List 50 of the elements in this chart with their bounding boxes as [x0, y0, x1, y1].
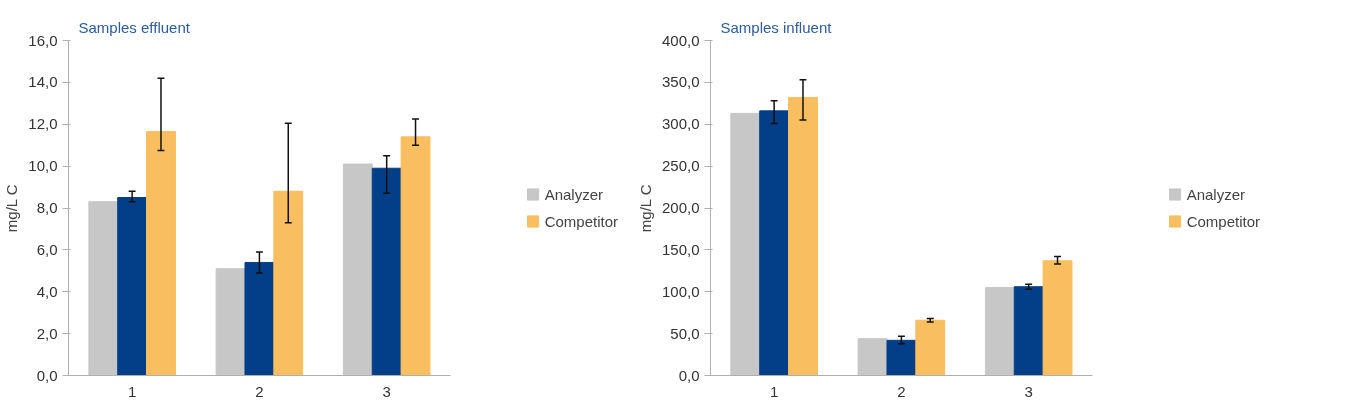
- y-tick-label: 300,0: [661, 115, 700, 133]
- y-tick-label: 400,0: [661, 31, 700, 49]
- chart-title: Samples effluent: [78, 18, 191, 36]
- y-tick-label: 16,0: [28, 31, 58, 49]
- bar: [857, 338, 888, 376]
- bar: [146, 131, 176, 376]
- y-tick-label: 14,0: [28, 73, 58, 91]
- bar: [1042, 260, 1073, 376]
- bar: [215, 268, 246, 376]
- bar: [88, 201, 119, 376]
- y-tick-label: 0,0: [36, 366, 58, 384]
- bar: [244, 261, 275, 376]
- x-tick-label: 1: [127, 382, 137, 400]
- x-tick-label: 3: [382, 382, 391, 400]
- chart-title: Samples influent: [720, 18, 833, 36]
- y-axis-title: mg/L C: [3, 184, 21, 233]
- y-tick-label: 150,0: [661, 240, 700, 258]
- x-tick-label: 2: [897, 382, 906, 400]
- legend-label: Competitor: [1186, 212, 1260, 230]
- y-tick-label: 10,0: [28, 157, 58, 175]
- bar: [759, 110, 790, 376]
- y-tick-label: 100,0: [661, 282, 700, 300]
- bar: [788, 96, 818, 376]
- bar: [117, 197, 148, 376]
- y-tick-label: 350,0: [661, 73, 700, 91]
- y-tick-label: 0,0: [678, 366, 700, 384]
- y-tick-label: 250,0: [661, 157, 700, 175]
- y-tick-label: 6,0: [36, 240, 58, 258]
- y-tick-label: 12,0: [28, 115, 58, 133]
- y-tick-label: 200,0: [661, 199, 700, 216]
- y-tick-label: 4,0: [36, 282, 58, 300]
- y-tick-label: 50,0: [670, 324, 700, 342]
- bar: [1013, 286, 1044, 376]
- legend-label: Competitor: [544, 212, 618, 230]
- y-tick-label: 2,0: [36, 324, 58, 342]
- x-tick-label: 1: [769, 382, 779, 400]
- y-tick-label: 8,0: [36, 199, 58, 216]
- bar: [886, 339, 917, 376]
- bar: [371, 167, 402, 376]
- bar: [915, 319, 946, 376]
- x-tick-label: 2: [255, 382, 264, 400]
- bar: [273, 190, 304, 376]
- bar: [400, 136, 431, 376]
- bar: [342, 163, 373, 376]
- bar: [984, 287, 1015, 376]
- bar: [730, 112, 761, 376]
- x-tick-label: 3: [1024, 382, 1033, 400]
- y-axis-title: mg/L C: [636, 184, 654, 233]
- legend-label: Analyzer: [1186, 185, 1245, 203]
- legend-label: Analyzer: [544, 185, 603, 203]
